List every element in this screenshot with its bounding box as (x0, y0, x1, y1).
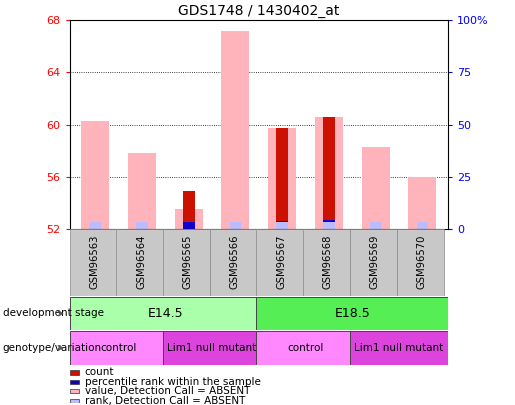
Bar (397, 229, 444, 296)
Bar (303, 229, 351, 296)
Text: GSM96565: GSM96565 (183, 234, 193, 289)
Bar (362, 147, 390, 229)
Bar (256, 229, 304, 296)
Bar (323, 220, 335, 229)
Bar (70, 370, 79, 375)
Bar (350, 331, 448, 364)
Bar (417, 222, 428, 229)
Bar (408, 177, 436, 229)
Bar (183, 222, 195, 229)
Bar (163, 229, 210, 296)
Text: development stage: development stage (3, 309, 104, 318)
Bar (268, 128, 296, 229)
Bar (163, 331, 261, 364)
Bar (230, 222, 241, 229)
Bar (277, 222, 288, 229)
Text: E18.5: E18.5 (334, 307, 370, 320)
Bar (175, 209, 203, 229)
Bar (370, 222, 382, 229)
Bar (70, 297, 261, 330)
Bar (70, 331, 168, 364)
Text: GSM96563: GSM96563 (89, 234, 99, 288)
Bar (221, 31, 249, 229)
Bar (323, 117, 335, 229)
Text: GSM96568: GSM96568 (323, 234, 333, 288)
Text: genotype/variation: genotype/variation (3, 343, 101, 353)
Bar (315, 117, 343, 229)
Bar (323, 222, 335, 229)
Text: GSM96564: GSM96564 (136, 234, 146, 288)
Bar (81, 121, 109, 229)
Text: rank, Detection Call = ABSENT: rank, Detection Call = ABSENT (84, 396, 245, 405)
Bar (90, 222, 101, 229)
Text: value, Detection Call = ABSENT: value, Detection Call = ABSENT (84, 386, 250, 396)
Text: E14.5: E14.5 (147, 307, 183, 320)
Bar (256, 297, 448, 330)
Bar (210, 229, 257, 296)
Bar (70, 399, 79, 403)
Title: GDS1748 / 1430402_at: GDS1748 / 1430402_at (178, 4, 339, 18)
Bar (350, 229, 397, 296)
Bar (70, 389, 79, 394)
Text: GSM96567: GSM96567 (276, 234, 286, 289)
Bar (128, 153, 156, 229)
Bar (277, 221, 288, 229)
Text: GSM96566: GSM96566 (230, 234, 239, 289)
Text: count: count (84, 367, 114, 377)
Bar (136, 222, 148, 229)
Text: percentile rank within the sample: percentile rank within the sample (84, 377, 261, 387)
Text: Lim1 null mutant: Lim1 null mutant (167, 343, 256, 353)
Bar (256, 331, 355, 364)
Text: control: control (100, 343, 137, 353)
Text: control: control (287, 343, 324, 353)
Text: GSM96570: GSM96570 (417, 234, 426, 288)
Bar (277, 128, 288, 229)
Bar (116, 229, 164, 296)
Bar (183, 191, 195, 229)
Text: GSM96569: GSM96569 (370, 234, 380, 289)
Bar (70, 379, 79, 384)
Text: Lim1 null mutant: Lim1 null mutant (354, 343, 443, 353)
Bar (70, 229, 117, 296)
